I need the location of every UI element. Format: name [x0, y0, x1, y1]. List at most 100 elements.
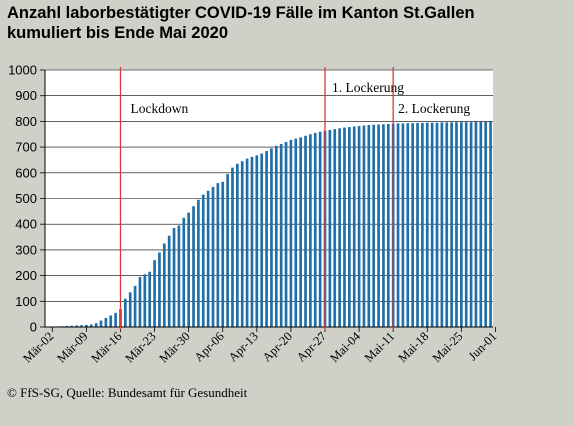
bar [333, 129, 337, 327]
x-tick-label: Mär-30 [157, 329, 193, 365]
bar [382, 124, 385, 328]
x-tick-label: Mär-23 [122, 329, 158, 365]
bar [464, 122, 468, 328]
bar [260, 153, 264, 327]
bar [187, 212, 190, 327]
bar [309, 134, 312, 327]
bar [401, 123, 405, 328]
bar [479, 121, 483, 327]
x-tick-label: Mai-18 [395, 329, 431, 365]
y-tick-label: 200 [15, 268, 37, 283]
bar [299, 137, 302, 327]
bar [211, 186, 215, 327]
bar [192, 206, 195, 327]
y-tick-label: 700 [15, 140, 37, 155]
bar [99, 320, 103, 327]
bar [435, 122, 439, 327]
bar [250, 156, 254, 327]
bar [421, 122, 424, 327]
y-tick-label: 500 [15, 191, 37, 206]
y-tick-label: 300 [15, 242, 37, 257]
bar [386, 123, 390, 327]
x-tick-label: Mär-02 [20, 329, 56, 365]
x-tick-label: Jun-01 [466, 329, 500, 363]
event-label: 2. Lockerung [398, 101, 470, 116]
bar [153, 260, 156, 327]
chart-title: Anzahl laborbestätigter COVID-19 Fälle i… [7, 3, 567, 43]
y-tick-label: 900 [15, 88, 37, 103]
bar [406, 123, 410, 327]
event-label: Lockdown [130, 101, 188, 116]
bar [240, 161, 244, 327]
bar [343, 127, 346, 328]
bar [236, 163, 239, 327]
bar [221, 181, 225, 327]
bar [372, 124, 376, 327]
y-tick-label: 600 [15, 165, 37, 180]
bar [313, 132, 317, 327]
bar [396, 123, 400, 328]
y-tick-label: 0 [30, 320, 37, 335]
bar [162, 243, 166, 327]
bar [328, 129, 332, 327]
bar [352, 126, 356, 327]
bar [265, 150, 268, 327]
bar [177, 225, 181, 327]
x-tick-label: Mai-25 [430, 329, 466, 365]
bar [226, 174, 229, 327]
x-tick-label: Mär-09 [54, 329, 90, 365]
bar [484, 121, 488, 327]
bar [94, 323, 98, 327]
bar [70, 325, 74, 327]
bar [128, 292, 132, 327]
bar [274, 145, 278, 327]
chart-title-line2: kumuliert bis Ende Mai 2020 [7, 24, 228, 42]
bar [411, 123, 414, 327]
y-tick-label: 800 [15, 114, 37, 129]
x-tick-label: Apr-13 [226, 329, 261, 364]
bar [294, 138, 298, 327]
bar [197, 199, 200, 327]
bar [367, 124, 371, 327]
bar [357, 126, 361, 327]
x-tick-label: Mai-11 [362, 329, 398, 365]
bar [85, 324, 88, 327]
bar [133, 285, 137, 327]
bar [469, 122, 473, 328]
bar [65, 325, 69, 327]
bar [289, 139, 293, 327]
bar [201, 194, 205, 327]
y-tick-label: 400 [15, 217, 37, 232]
x-tick-label: Apr-20 [260, 329, 295, 364]
x-tick-label: Mai-04 [327, 329, 363, 365]
y-tick-label: 100 [15, 294, 37, 309]
bar [255, 155, 259, 327]
bar [440, 122, 444, 327]
x-tick-label: Apr-27 [294, 329, 329, 364]
chart-title-line1: Anzahl laborbestätigter COVID-19 Fälle i… [7, 4, 475, 22]
bar [216, 183, 220, 327]
bar [377, 124, 380, 327]
bar [362, 125, 366, 328]
bar [104, 318, 108, 327]
bar [338, 128, 341, 327]
bar [114, 312, 117, 327]
bar [270, 148, 273, 327]
bar [167, 235, 171, 327]
bar [182, 217, 186, 327]
bar [148, 271, 152, 327]
bar [489, 121, 492, 327]
bar [172, 228, 176, 327]
bar [89, 324, 93, 327]
bar [430, 122, 434, 327]
bar [109, 315, 113, 327]
bar [279, 144, 283, 327]
bar [75, 325, 78, 327]
bar [318, 131, 322, 327]
bar [143, 274, 147, 327]
x-tick-label: Mär-16 [88, 329, 124, 365]
x-tick-label: Apr-06 [192, 329, 227, 364]
bar [284, 141, 288, 327]
y-tick-label: 1000 [8, 63, 37, 78]
